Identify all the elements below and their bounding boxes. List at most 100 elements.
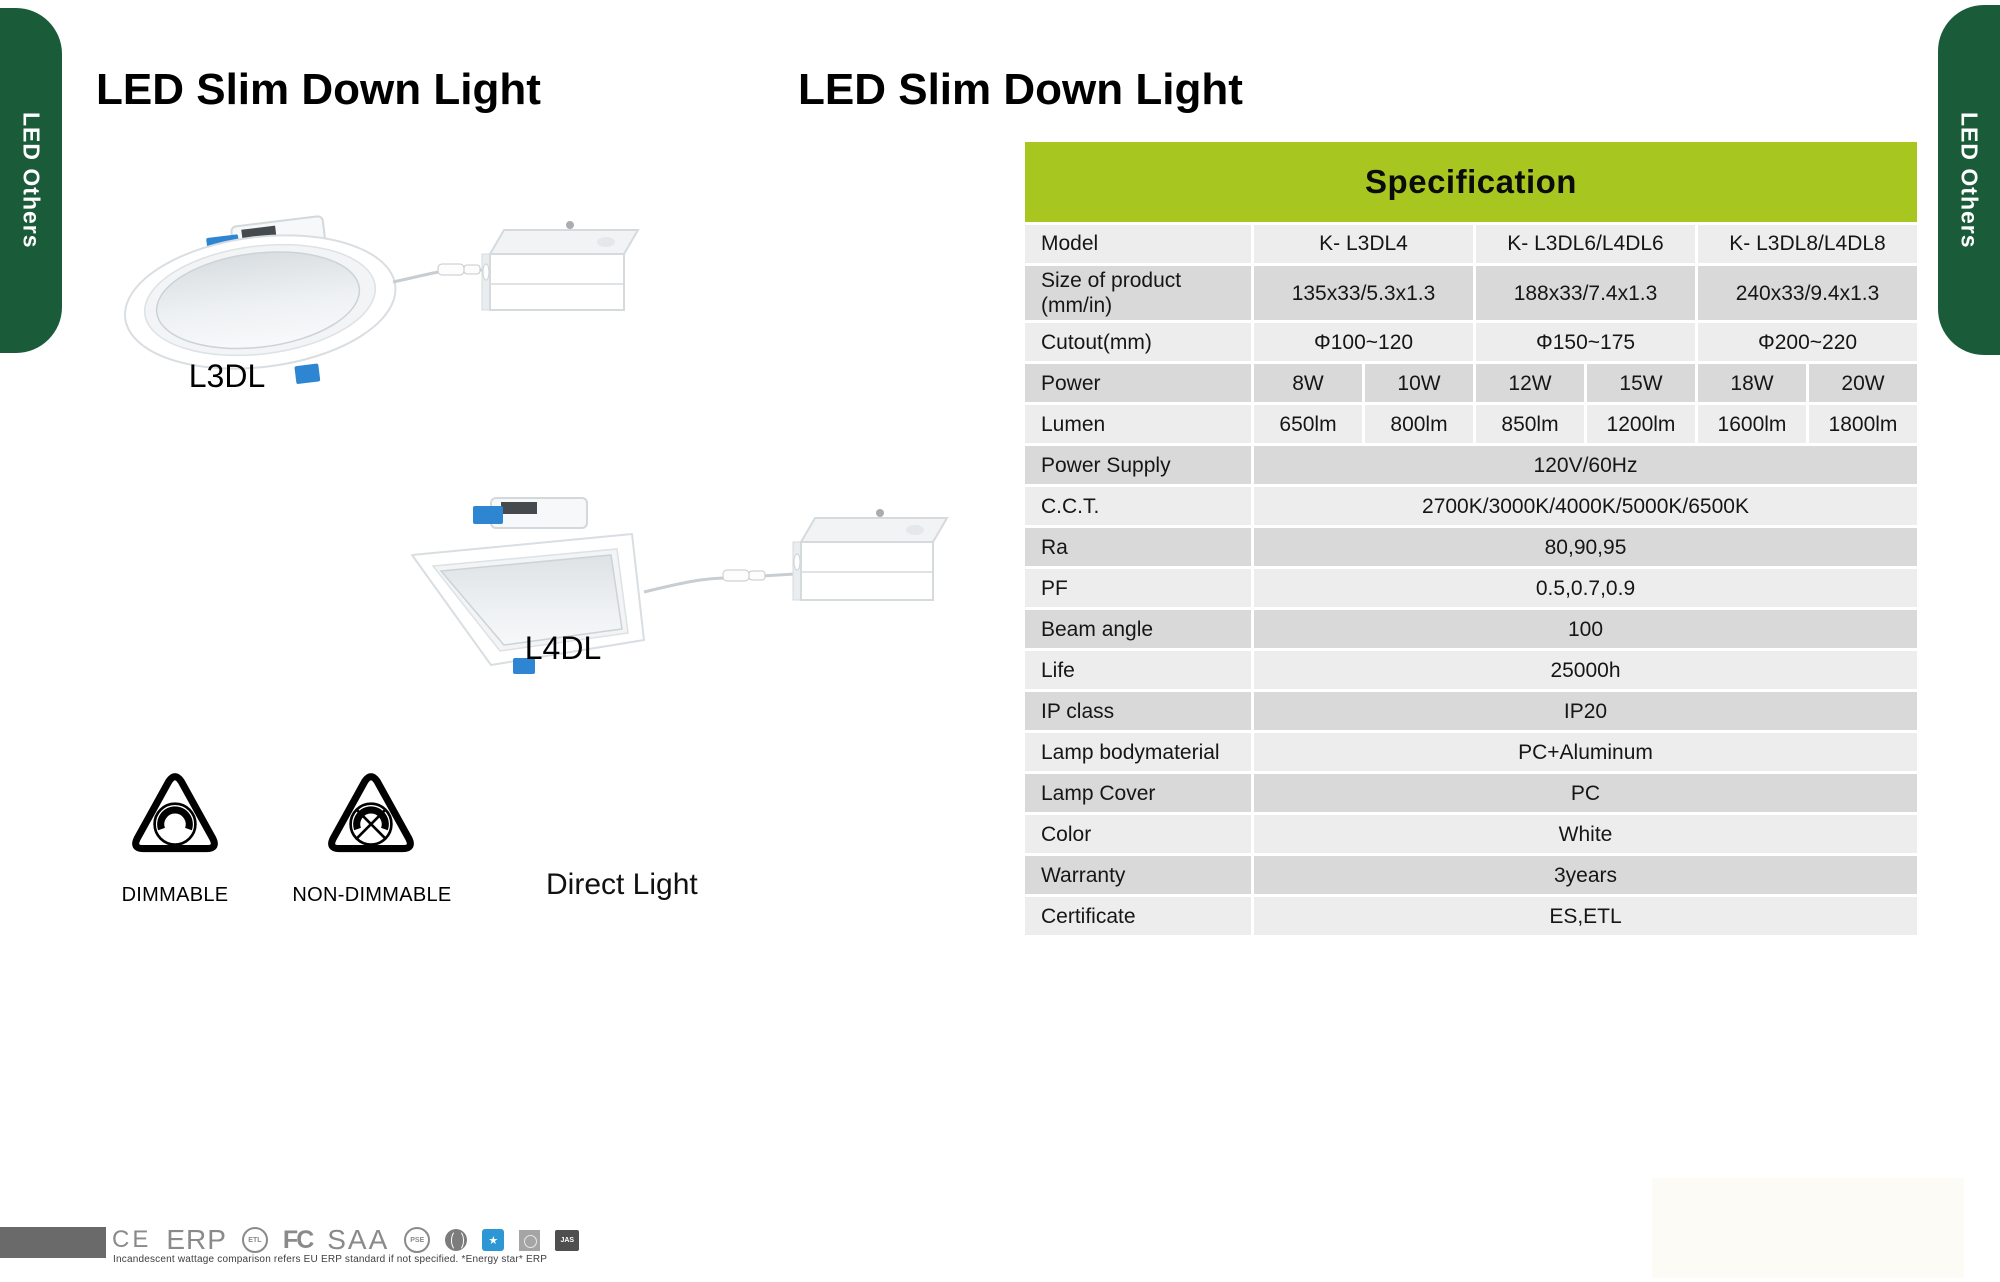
- spec-label: Certificate: [1025, 897, 1251, 936]
- specification-table-body: Specification Model K- L3DL4 K- L3DL6/L4DL6…: [1025, 142, 1917, 936]
- sidebar-tab-led-others-right[interactable]: LED Others: [1938, 5, 2000, 355]
- spec-value: 25000h: [1254, 651, 1917, 690]
- spec-value: 80,90,95: [1254, 528, 1917, 567]
- spec-row: Lumen 650lm 800lm 850lm 1200lm 1600lm 1800lm: [1025, 405, 1917, 444]
- spec-label: Model: [1025, 225, 1251, 263]
- spec-row: C.C.T. 2700K/3000K/4000K/5000K/6500K: [1025, 487, 1917, 526]
- ce-mark: CE: [112, 1226, 152, 1253]
- spec-label: C.C.T.: [1025, 487, 1251, 526]
- spec-value: 120V/60Hz: [1254, 446, 1917, 485]
- spec-value: 15W: [1587, 364, 1695, 403]
- spec-label: Beam angle: [1025, 610, 1251, 649]
- screw: [566, 221, 574, 229]
- pse-mark: PSE: [404, 1227, 431, 1253]
- spec-value: Φ100~120: [1254, 323, 1473, 362]
- spec-value: 1800lm: [1809, 405, 1917, 444]
- spec-value: 20W: [1809, 364, 1917, 403]
- fcc-mark: FC: [282, 1225, 314, 1254]
- dimmable-icon: [132, 773, 218, 853]
- spec-row: Color White: [1025, 815, 1917, 854]
- spec-label: Size of product (mm/in): [1025, 266, 1251, 321]
- spec-value: K- L3DL4: [1254, 225, 1473, 263]
- spec-value: 0.5,0.7,0.9: [1254, 569, 1917, 608]
- spec-value: 135x33/5.3x1.3: [1254, 266, 1473, 321]
- sidebar-tab-label: LED Others: [18, 112, 45, 249]
- spec-row: Cutout(mm) Φ100~120 Φ150~175 Φ200~220: [1025, 323, 1917, 362]
- spec-row: PF 0.5,0.7,0.9: [1025, 569, 1917, 608]
- spec-value: PC: [1254, 774, 1917, 813]
- spec-value: 650lm: [1254, 405, 1362, 444]
- spec-row: Warranty 3years: [1025, 856, 1917, 895]
- connector-cable: [643, 572, 796, 594]
- spring-clip-top: [473, 506, 503, 524]
- spec-label: Power: [1025, 364, 1251, 403]
- cert-caption: Incandescent wattage comparison refers E…: [113, 1254, 548, 1265]
- spec-value: 850lm: [1476, 405, 1584, 444]
- energy-star-mark: [482, 1229, 505, 1251]
- spec-value: 2700K/3000K/4000K/5000K/6500K: [1254, 487, 1917, 526]
- sidebar-tab-led-others-left[interactable]: LED Others: [0, 8, 62, 353]
- spec-label: Lamp bodymaterial: [1025, 733, 1251, 772]
- spec-row: Certificate ES,ETL: [1025, 897, 1917, 936]
- spec-label: Color: [1025, 815, 1251, 854]
- watermark-box: [1652, 1178, 1964, 1278]
- spec-label: Warranty: [1025, 856, 1251, 895]
- etl-mark: ETL: [241, 1227, 268, 1253]
- page-title-left: LED Slim Down Light: [96, 65, 541, 115]
- spec-row: Lamp Cover PC: [1025, 774, 1917, 813]
- dimmable-label: DIMMABLE: [121, 884, 229, 906]
- spec-value: 3years: [1254, 856, 1917, 895]
- spec-value: IP20: [1254, 692, 1917, 731]
- spec-value: 100: [1254, 610, 1917, 649]
- specification-table: Specification Model K- L3DL4 K- L3DL6/L4DL6…: [1022, 139, 1920, 938]
- spec-label: PF: [1025, 569, 1251, 608]
- footer-dark-bar: [0, 1227, 106, 1258]
- spec-value: 18W: [1698, 364, 1806, 403]
- non-dimmable-icon: [328, 773, 414, 853]
- product-label-l3dl: L3DL: [188, 358, 266, 394]
- spring-clip-bottom: [294, 363, 321, 384]
- spec-table-header: Specification: [1025, 142, 1917, 222]
- jas-mark: JAS: [555, 1229, 580, 1251]
- l3dl-product-image: [124, 215, 640, 384]
- spec-label: IP class: [1025, 692, 1251, 731]
- globe-mark: [445, 1229, 468, 1252]
- downlight-square: [411, 497, 645, 674]
- l4dl-product-image: [411, 497, 949, 674]
- spec-row: Life 25000h: [1025, 651, 1917, 690]
- screw: [876, 509, 884, 517]
- sidebar-tab-label: LED Others: [1956, 111, 1983, 249]
- spec-value: PC+Aluminum: [1254, 733, 1917, 772]
- spec-value: 10W: [1365, 364, 1473, 403]
- spec-label: Ra: [1025, 528, 1251, 567]
- spec-value: 8W: [1254, 364, 1362, 403]
- spec-value: 1600lm: [1698, 405, 1806, 444]
- spec-row: Power 8W 10W 12W 15W 18W 20W: [1025, 364, 1917, 403]
- junction-box: [481, 221, 640, 311]
- spec-row: Ra 80,90,95: [1025, 528, 1917, 567]
- cert-logo-row: CE ERP ETL FC SAA PSE JAS: [112, 1220, 580, 1260]
- spec-row: Beam angle 100: [1025, 610, 1917, 649]
- spring-clip-bottom: [513, 658, 535, 674]
- spec-value: K- L3DL6/L4DL6: [1476, 225, 1695, 263]
- spec-value: ES,ETL: [1254, 897, 1917, 936]
- spec-value: 12W: [1476, 364, 1584, 403]
- spec-value: 1200lm: [1587, 405, 1695, 444]
- spec-row: Power Supply 120V/60Hz: [1025, 446, 1917, 485]
- cable-connector: [722, 569, 750, 582]
- spec-label: Cutout(mm): [1025, 323, 1251, 362]
- non-dimmable-label: NON-DIMMABLE: [292, 884, 452, 906]
- driver-vents: [501, 502, 537, 514]
- saa-mark: SAA: [327, 1224, 390, 1255]
- erp-mark: ERP: [166, 1224, 227, 1255]
- direct-light-label: Direct Light: [546, 868, 698, 901]
- spec-value: Φ150~175: [1476, 323, 1695, 362]
- spec-value: Φ200~220: [1698, 323, 1917, 362]
- junction-box: [792, 509, 949, 601]
- product-label-l4dl: L4DL: [524, 630, 602, 666]
- downlight-round: [124, 215, 397, 384]
- spec-label: Life: [1025, 651, 1251, 690]
- spec-row: IP class IP20: [1025, 692, 1917, 731]
- spec-row: Lamp bodymaterial PC+Aluminum: [1025, 733, 1917, 772]
